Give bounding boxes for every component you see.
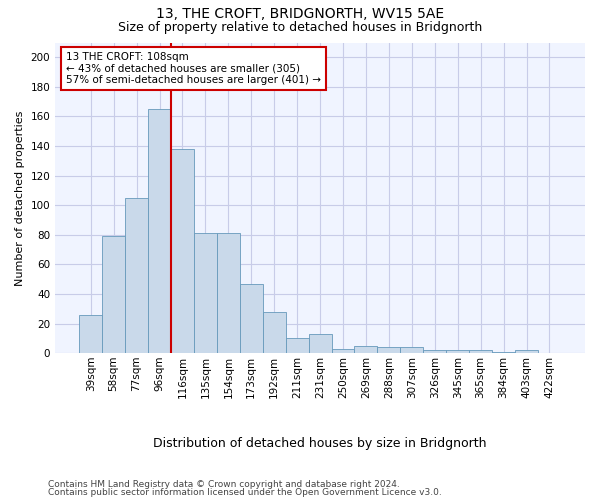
- Bar: [148, 109, 171, 353]
- Bar: [355, 346, 377, 353]
- Bar: [377, 348, 400, 353]
- Text: Contains public sector information licensed under the Open Government Licence v3: Contains public sector information licen…: [48, 488, 442, 497]
- Bar: [263, 312, 286, 353]
- Bar: [446, 350, 469, 353]
- Text: 13, THE CROFT, BRIDGNORTH, WV15 5AE: 13, THE CROFT, BRIDGNORTH, WV15 5AE: [156, 8, 444, 22]
- Bar: [400, 348, 423, 353]
- Bar: [79, 314, 102, 353]
- Bar: [469, 350, 492, 353]
- Bar: [492, 352, 515, 353]
- Bar: [515, 350, 538, 353]
- Text: Size of property relative to detached houses in Bridgnorth: Size of property relative to detached ho…: [118, 21, 482, 34]
- Bar: [286, 338, 308, 353]
- Bar: [171, 149, 194, 353]
- X-axis label: Distribution of detached houses by size in Bridgnorth: Distribution of detached houses by size …: [154, 437, 487, 450]
- Bar: [308, 334, 332, 353]
- Bar: [240, 284, 263, 353]
- Bar: [423, 350, 446, 353]
- Bar: [217, 234, 240, 353]
- Bar: [125, 198, 148, 353]
- Bar: [332, 349, 355, 353]
- Bar: [102, 236, 125, 353]
- Y-axis label: Number of detached properties: Number of detached properties: [15, 110, 25, 286]
- Text: Contains HM Land Registry data © Crown copyright and database right 2024.: Contains HM Land Registry data © Crown c…: [48, 480, 400, 489]
- Text: 13 THE CROFT: 108sqm
← 43% of detached houses are smaller (305)
57% of semi-deta: 13 THE CROFT: 108sqm ← 43% of detached h…: [66, 52, 321, 85]
- Bar: [194, 234, 217, 353]
